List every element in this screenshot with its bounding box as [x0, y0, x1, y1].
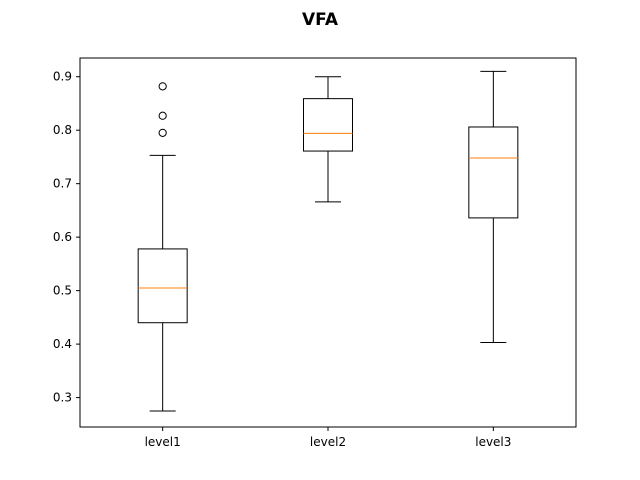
y-tick-label: 0.8	[53, 123, 72, 137]
box-group	[137, 82, 188, 412]
y-tick-label: 0.4	[53, 337, 72, 351]
iqr-box	[468, 126, 519, 219]
iqr-box	[303, 98, 353, 152]
x-tick-label: level1	[145, 435, 181, 449]
box-group	[303, 76, 353, 203]
y-tick-label: 0.6	[53, 230, 72, 244]
outlier-point	[158, 128, 167, 137]
y-tick-label: 0.5	[53, 284, 72, 298]
y-tick-label: 0.3	[53, 391, 72, 405]
boxes-layer	[137, 70, 519, 412]
x-tick-label: level3	[475, 435, 511, 449]
y-axis: 0.3 0.4 0.5 0.6 0.7 0.8 0.9	[53, 70, 80, 405]
x-tick-label: level2	[310, 435, 346, 449]
chart-title: VFA	[302, 10, 339, 30]
plot-frame	[79, 57, 577, 428]
iqr-box	[137, 248, 188, 324]
outlier-point	[158, 111, 167, 120]
x-axis: level1 level2 level3	[145, 427, 511, 449]
outlier-point	[158, 82, 167, 91]
y-tick-label: 0.7	[53, 177, 72, 191]
y-tick-label: 0.9	[53, 70, 72, 84]
box-group	[468, 70, 519, 344]
